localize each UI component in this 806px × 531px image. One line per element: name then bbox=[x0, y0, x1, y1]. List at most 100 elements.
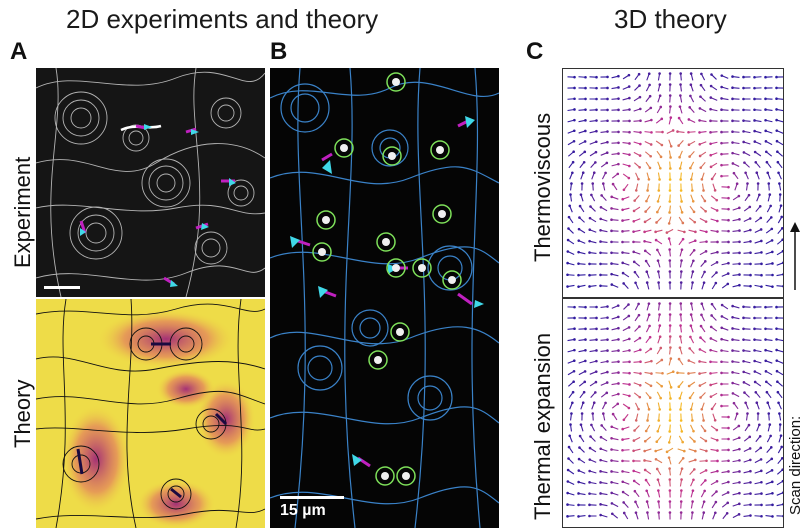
vector-arrow-head bbox=[687, 118, 691, 121]
vector-arrow-head bbox=[595, 359, 598, 363]
vector-arrow-head bbox=[731, 119, 734, 123]
vector-arrow-head bbox=[735, 412, 739, 415]
vector-arrow-head bbox=[680, 270, 683, 273]
vector-arrow-head bbox=[604, 401, 607, 405]
vector-arrow-head bbox=[689, 313, 693, 316]
vector-arrow-head bbox=[720, 404, 723, 408]
vector-arrow-head bbox=[720, 130, 723, 134]
vector-arrow-head bbox=[737, 513, 741, 516]
vector-arrow-head bbox=[705, 459, 708, 463]
vector-arrow-head bbox=[617, 315, 620, 319]
vector-arrow-head bbox=[667, 222, 671, 225]
vector-arrow-head bbox=[588, 216, 592, 220]
vector-arrow-head bbox=[643, 468, 647, 472]
vector-arrow-head bbox=[668, 94, 672, 97]
vector-arrow-head bbox=[638, 336, 642, 340]
vector-arrow-head bbox=[588, 503, 591, 507]
vector-arrow-head bbox=[589, 435, 592, 438]
scan-direction-label: Scan direction: bbox=[787, 415, 804, 515]
vector-arrow-head bbox=[659, 166, 662, 170]
vector-arrow-head bbox=[570, 182, 573, 185]
vector-arrow-head bbox=[599, 273, 602, 277]
vector-arrow-head bbox=[689, 335, 692, 339]
vector-arrow-head bbox=[720, 152, 723, 156]
vector-arrow-head bbox=[647, 72, 651, 76]
vector-arrow-head bbox=[689, 408, 693, 411]
vector-arrow-head bbox=[621, 470, 624, 473]
vector-arrow-head bbox=[694, 458, 697, 462]
vector-arrow-head bbox=[654, 238, 658, 242]
vector-arrow-head bbox=[638, 325, 641, 328]
vector-arrow-head bbox=[749, 458, 752, 462]
vector-arrow-head bbox=[735, 182, 739, 185]
vector-arrow-head bbox=[650, 131, 653, 134]
vector-arrow-head bbox=[679, 511, 683, 514]
vector-arrow-head bbox=[599, 284, 602, 288]
vector-arrow-head bbox=[622, 418, 626, 422]
vector-arrow-head bbox=[738, 283, 741, 287]
vector-arrow-head bbox=[679, 178, 682, 181]
vector-arrow-head bbox=[605, 161, 609, 165]
vector-arrow-head bbox=[644, 429, 648, 433]
vector-arrow-head bbox=[726, 491, 730, 494]
vector-arrow-head bbox=[639, 360, 642, 364]
vector-arrow-head bbox=[617, 74, 620, 78]
vector-arrow-head bbox=[566, 468, 570, 472]
vector-arrow-head bbox=[680, 248, 684, 251]
vector-arrow-head bbox=[716, 459, 719, 463]
vector-arrow-head bbox=[566, 250, 570, 253]
vector-arrow-head bbox=[617, 371, 620, 374]
vector-arrow-head bbox=[727, 240, 730, 244]
vector-arrow-head bbox=[606, 316, 609, 319]
vector-arrow-head bbox=[691, 489, 695, 492]
vector-arrow-head bbox=[700, 178, 704, 181]
panel-letter-a: A bbox=[10, 38, 28, 65]
vector-arrow-head bbox=[638, 165, 641, 169]
vector-arrow-head bbox=[650, 118, 653, 122]
vector-arrow-head bbox=[692, 478, 695, 482]
vector-arrow-head bbox=[720, 174, 723, 178]
vector-arrow-head bbox=[668, 302, 672, 305]
vector-arrow-head bbox=[616, 172, 620, 176]
vector-arrow-head bbox=[577, 480, 580, 484]
vector-arrow-head bbox=[592, 401, 596, 405]
vector-arrow-head bbox=[753, 327, 756, 331]
vector-arrow-head bbox=[617, 119, 620, 123]
vector-arrow-head bbox=[727, 261, 730, 265]
vector-arrow-head bbox=[775, 86, 778, 90]
vector-arrow-head bbox=[595, 305, 598, 309]
vector-arrow-head bbox=[617, 349, 620, 352]
vector-arrow-head bbox=[727, 437, 730, 441]
theory-image bbox=[36, 299, 265, 528]
vector-arrow-head bbox=[617, 326, 620, 330]
vector-arrow-head bbox=[679, 281, 683, 284]
vector-arrow-head bbox=[760, 285, 763, 288]
vector-arrow-head bbox=[657, 281, 660, 284]
vector-arrow-head bbox=[645, 489, 649, 493]
vector-arrow-head bbox=[610, 470, 613, 473]
vector-arrow-head bbox=[595, 316, 598, 320]
vector-arrow-head bbox=[594, 391, 597, 394]
vector-arrow-head bbox=[622, 282, 625, 285]
vector-arrow-head bbox=[610, 262, 613, 265]
vector-arrow-head bbox=[638, 84, 641, 87]
vector-arrow-head bbox=[628, 119, 631, 123]
vector-arrow-head bbox=[627, 406, 631, 410]
vector-arrow-head bbox=[621, 261, 624, 265]
vector-arrow-head bbox=[656, 248, 659, 252]
vector-arrow-head bbox=[738, 218, 741, 221]
vector-arrow-head bbox=[749, 503, 752, 506]
vector-arrow-head bbox=[742, 151, 746, 154]
vector-arrow-head bbox=[775, 316, 778, 320]
vector-arrow-head bbox=[715, 261, 719, 264]
vector-arrow-head bbox=[689, 83, 693, 86]
vector-arrow-head bbox=[738, 240, 741, 244]
vector-arrow-head bbox=[746, 182, 749, 185]
vector-arrow-head bbox=[669, 386, 673, 389]
vector-arrow-head bbox=[669, 116, 673, 119]
vector-arrow-head bbox=[595, 108, 598, 112]
vector-arrow-head bbox=[627, 73, 631, 77]
vector-arrow-head bbox=[592, 171, 596, 175]
vector-arrow-head bbox=[628, 164, 631, 168]
vector-arrow-head bbox=[605, 151, 609, 154]
